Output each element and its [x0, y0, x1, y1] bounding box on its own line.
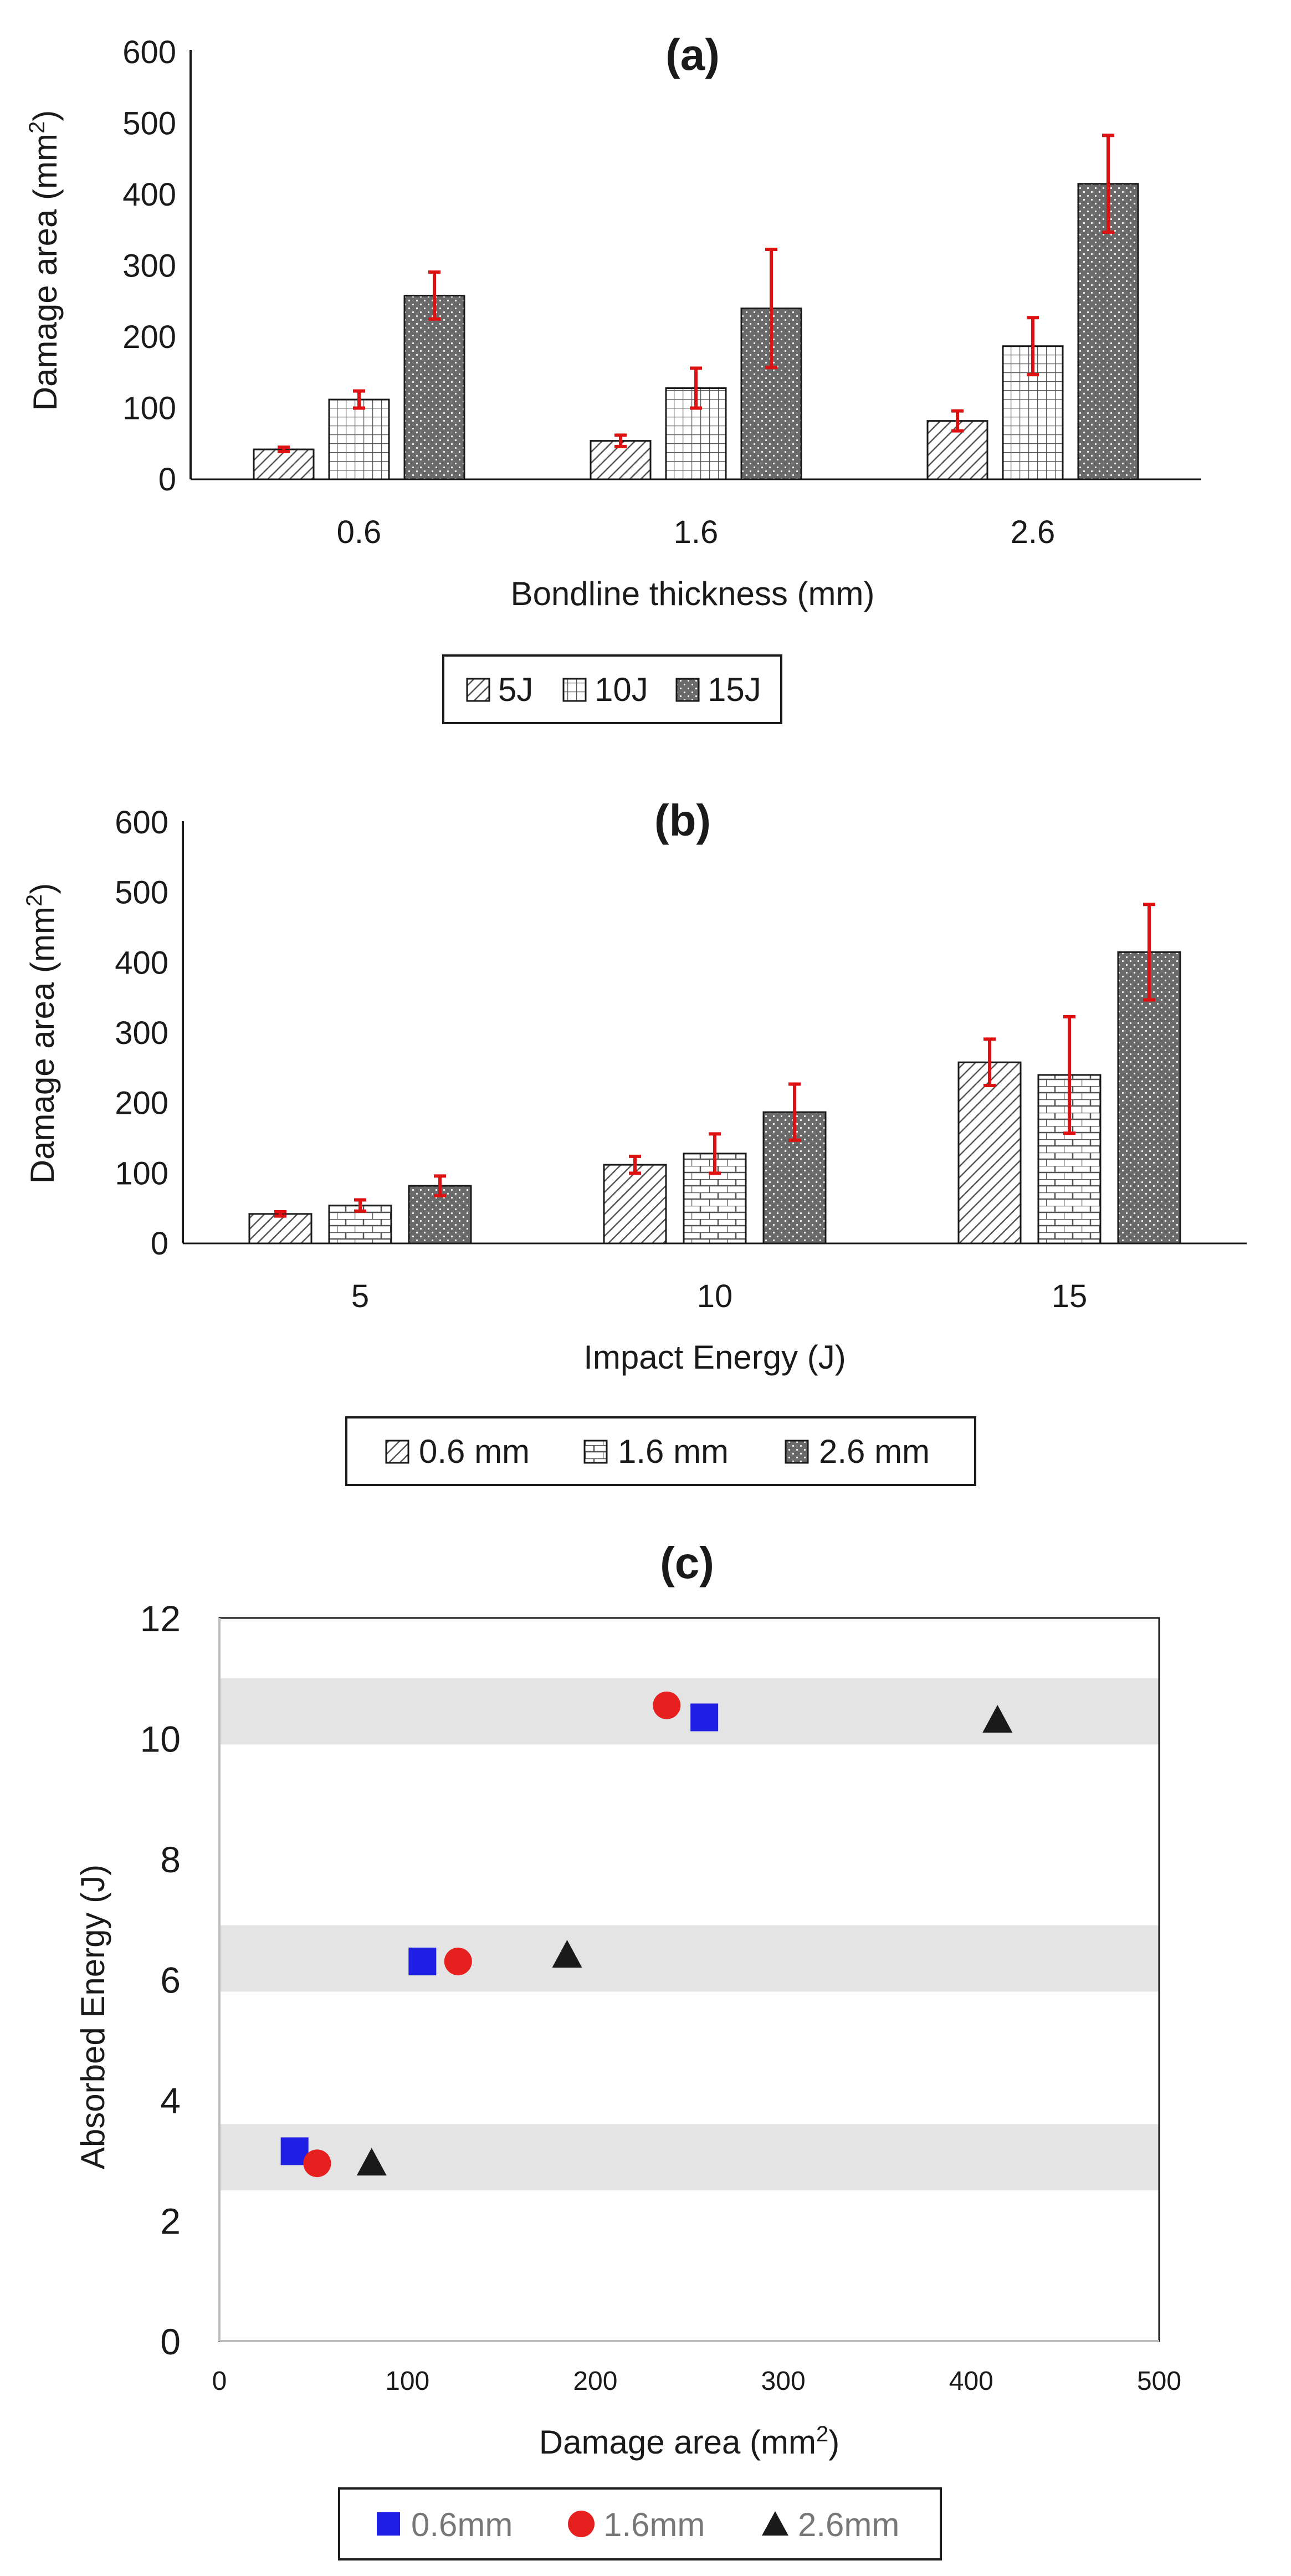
legend-marker-0-6mm	[377, 2512, 400, 2536]
legend-label-0-6mm: 0.6 mm	[419, 1433, 530, 1470]
x-tick-label: 0.6	[337, 514, 382, 550]
y-tick-label: 200	[115, 1085, 168, 1121]
y-tick-label: 0	[160, 2321, 181, 2362]
legend-label-1-6mm: 1.6 mm	[618, 1433, 729, 1470]
x-tick-label: 100	[385, 2367, 429, 2396]
y-tick-label: 6	[160, 1960, 181, 2001]
legend-swatch-2-6mm	[785, 1440, 809, 1464]
legend: 0.6mm 1.6mm 2.6mm	[338, 2487, 942, 2560]
legend-label-15j: 15J	[708, 671, 761, 708]
legend-swatch-5j	[466, 678, 490, 702]
bar	[957, 1061, 1022, 1245]
x-tick-label: 0	[212, 2367, 227, 2396]
data-point-triangle	[356, 2148, 387, 2176]
y-axis-label: Absorbed Energy (J)	[74, 1865, 111, 2169]
x-tick-label: 15	[1052, 1278, 1088, 1314]
y-tick-label: 600	[122, 34, 176, 70]
y-tick-label: 0	[158, 462, 176, 498]
data-point-circle	[303, 2149, 331, 2178]
legend-frame	[442, 654, 782, 724]
legend-label-0-6mm: 0.6mm	[411, 2506, 513, 2543]
y-axis-label: Damage area (mm2)	[25, 110, 64, 411]
legend-swatch-1-6mm	[583, 1440, 608, 1464]
legend-swatch-10j	[562, 678, 587, 702]
y-tick-label: 500	[122, 106, 176, 142]
chart-b: (b) Damage area (mm2) 0 100 200 300 400 500 60…	[22, 796, 1247, 1486]
chart-title: (a)	[665, 30, 720, 79]
y-tick-label: 400	[122, 177, 176, 213]
x-tick-label: 10	[697, 1278, 733, 1314]
bar	[253, 448, 315, 480]
bar	[328, 398, 390, 480]
y-tick-label: 200	[122, 319, 176, 355]
x-tick-label: 300	[761, 2367, 806, 2396]
bar	[248, 1213, 312, 1245]
legend: 0.6 mm 1.6 mm 2.6 mm	[345, 1416, 976, 1486]
y-tick-label: 100	[122, 391, 176, 427]
x-tick-label: 400	[949, 2367, 993, 2396]
data-point-triangle	[552, 1940, 582, 1968]
data-point-square	[690, 1703, 719, 1732]
energy-band	[219, 2124, 1159, 2191]
legend-label-5j: 5J	[498, 671, 533, 708]
y-tick-label: 500	[115, 875, 168, 911]
data-point-triangle	[982, 1704, 1013, 1733]
chart-a: (a) Damage area (mm2) 0 100 200 300 400 500 60…	[25, 30, 1201, 724]
data-point-circle	[444, 1947, 472, 1975]
y-tick-label: 12	[140, 1598, 181, 1639]
energy-band	[219, 1678, 1159, 1745]
x-tick-label: 500	[1137, 2367, 1181, 2396]
y-tick-label: 300	[115, 1015, 168, 1051]
legend: 5J 10J 15J	[442, 654, 782, 724]
y-tick-label: 8	[160, 1839, 181, 1880]
bar	[926, 420, 988, 480]
x-axis-label: Damage area (mm2)	[539, 2422, 839, 2461]
bar	[1002, 345, 1064, 480]
x-tick-label: 1.6	[674, 514, 719, 550]
legend-label-2-6mm: 2.6mm	[798, 2506, 899, 2543]
x-axis-label: Bondline thickness (mm)	[511, 575, 875, 612]
y-tick-label: 600	[115, 805, 168, 841]
legend-frame	[338, 2487, 942, 2560]
y-tick-label: 4	[160, 2080, 181, 2121]
legend-swatch-0-6mm	[385, 1440, 409, 1464]
y-tick-label: 400	[115, 945, 168, 981]
legend-marker-1-6mm	[568, 2511, 595, 2537]
y-tick-label: 10	[140, 1719, 181, 1760]
x-tick-label: 5	[351, 1278, 369, 1314]
y-tick-label: 0	[151, 1226, 168, 1262]
bar	[603, 1164, 667, 1245]
legend-marker-2-6mm	[762, 2511, 788, 2536]
legend-label-10j: 10J	[595, 671, 648, 708]
y-tick-label: 100	[115, 1155, 168, 1191]
legend-frame	[345, 1416, 976, 1486]
bar	[403, 294, 465, 480]
y-tick-label: 2	[160, 2201, 181, 2242]
chart-c: (c) 0 2 4 6 8 10 12 0 100 200 300 400 500 Absorbed …	[74, 1538, 1181, 2560]
x-tick-label: 2.6	[1011, 514, 1056, 550]
legend-swatch-15j	[675, 678, 700, 702]
legend-label-2-6mm: 2.6 mm	[819, 1433, 930, 1470]
x-axis-label: Impact Energy (J)	[583, 1339, 846, 1376]
y-tick-label: 300	[122, 248, 176, 284]
energy-band	[219, 1925, 1159, 1992]
chart-title: (b)	[654, 796, 711, 845]
legend-label-1-6mm: 1.6mm	[603, 2506, 705, 2543]
x-tick-label: 200	[573, 2367, 617, 2396]
data-point-square	[408, 1947, 437, 1975]
y-axis-label: Damage area (mm2)	[22, 883, 61, 1184]
chart-title: (c)	[660, 1538, 714, 1587]
data-point-circle	[653, 1691, 681, 1719]
